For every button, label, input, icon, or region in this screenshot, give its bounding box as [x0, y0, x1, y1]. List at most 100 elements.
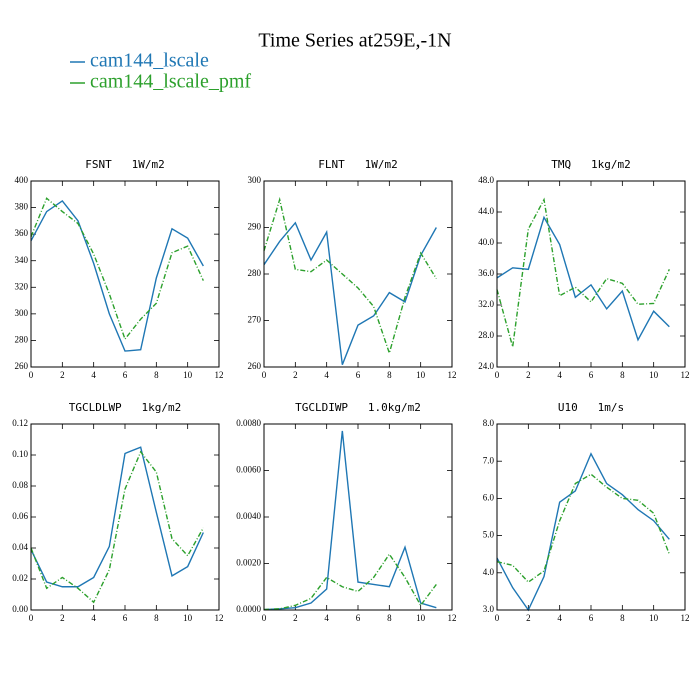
- series-line: [263, 552, 437, 611]
- legend-label: cam144_lscale: [90, 50, 209, 72]
- panel-title: TGCLDLWP 1kg/m2: [69, 401, 182, 414]
- x-tick-label: 6: [356, 370, 361, 380]
- x-tick-label: 8: [387, 370, 392, 380]
- x-tick-label: 10: [649, 370, 659, 380]
- x-tick-label: 12: [215, 613, 224, 623]
- plot-frame: [263, 423, 453, 611]
- x-tick-label: 6: [589, 370, 594, 380]
- y-tick-label: 300: [15, 308, 29, 318]
- x-tick-label: 10: [183, 370, 193, 380]
- y-tick-label: 320: [15, 281, 29, 291]
- series-line: [496, 473, 670, 584]
- series-line: [263, 430, 437, 611]
- y-tick-label: 290: [248, 222, 262, 232]
- x-tick-label: 8: [620, 613, 625, 623]
- x-tick-label: 0: [29, 370, 34, 380]
- x-tick-label: 4: [324, 370, 329, 380]
- y-tick-label: 300: [248, 175, 262, 185]
- y-tick-label: 6.0: [483, 492, 495, 502]
- x-tick-label: 4: [91, 613, 96, 623]
- x-tick-label: 2: [293, 613, 298, 623]
- y-tick-label: 32.0: [478, 299, 494, 309]
- y-tick-label: 4.0: [483, 567, 495, 577]
- y-tick-label: 0.0020: [236, 558, 261, 568]
- x-tick-label: 6: [356, 613, 361, 623]
- x-tick-label: 12: [448, 370, 457, 380]
- y-tick-label: 380: [15, 202, 29, 212]
- x-tick-label: 2: [60, 613, 65, 623]
- x-tick-label: 12: [448, 613, 457, 623]
- plot-frame: [496, 423, 686, 611]
- x-tick-label: 4: [91, 370, 96, 380]
- panel-title: U10 1m/s: [558, 401, 624, 414]
- figure-title: Time Series at259E,-1N: [258, 30, 451, 52]
- y-tick-label: 28.0: [478, 330, 494, 340]
- y-tick-label: 48.0: [478, 175, 494, 185]
- x-tick-label: 8: [154, 370, 159, 380]
- y-tick-label: 40.0: [478, 237, 494, 247]
- x-tick-label: 2: [526, 370, 531, 380]
- x-tick-label: 10: [649, 613, 659, 623]
- x-tick-label: 4: [557, 613, 562, 623]
- y-tick-label: 36.0: [478, 268, 494, 278]
- y-tick-label: 0.12: [12, 418, 28, 428]
- y-tick-label: 0.08: [12, 480, 28, 490]
- series-line: [496, 215, 670, 342]
- y-tick-label: 8.0: [483, 418, 495, 428]
- x-tick-label: 12: [681, 370, 690, 380]
- y-tick-label: 7.0: [483, 455, 495, 465]
- plot-frame: [496, 180, 686, 368]
- y-tick-label: 3.0: [483, 604, 495, 614]
- y-tick-label: 0.00: [12, 604, 28, 614]
- y-tick-label: 24.0: [478, 361, 494, 371]
- plot-frame: [30, 180, 220, 368]
- y-tick-label: 280: [248, 268, 262, 278]
- x-tick-label: 4: [557, 370, 562, 380]
- x-tick-label: 0: [495, 613, 500, 623]
- y-tick-label: 0.02: [12, 573, 28, 583]
- x-tick-label: 6: [123, 370, 128, 380]
- x-tick-label: 8: [387, 613, 392, 623]
- plot-frame: [263, 180, 453, 368]
- legend-label: cam144_lscale_pmf: [90, 71, 251, 93]
- y-tick-label: 260: [15, 361, 29, 371]
- panel-title: FSNT 1W/m2: [85, 158, 164, 171]
- series-line: [263, 221, 437, 365]
- x-tick-label: 10: [183, 613, 193, 623]
- x-tick-label: 8: [620, 370, 625, 380]
- y-tick-label: 270: [248, 315, 262, 325]
- x-tick-label: 6: [589, 613, 594, 623]
- panel-title: FLNT 1W/m2: [318, 158, 397, 171]
- series-line: [496, 452, 670, 612]
- y-tick-label: 0.10: [12, 449, 28, 459]
- y-tick-label: 340: [15, 255, 29, 265]
- series-line: [30, 199, 204, 352]
- x-tick-label: 0: [495, 370, 500, 380]
- y-tick-label: 0.04: [12, 542, 28, 552]
- x-tick-label: 0: [262, 370, 267, 380]
- y-tick-label: 0.0060: [236, 465, 261, 475]
- x-tick-label: 12: [681, 613, 690, 623]
- y-tick-label: 0.06: [12, 511, 28, 521]
- panel-title: TGCLDIWP 1.0kg/m2: [295, 401, 421, 414]
- y-tick-label: 400: [15, 175, 29, 185]
- x-tick-label: 10: [416, 613, 426, 623]
- y-tick-label: 0.0000: [236, 604, 261, 614]
- series-line: [30, 446, 204, 588]
- x-tick-label: 4: [324, 613, 329, 623]
- y-tick-label: 44.0: [478, 206, 494, 216]
- series-line: [263, 196, 437, 356]
- plot-frame: [30, 423, 220, 611]
- series-line: [30, 197, 204, 341]
- y-tick-label: 0.0040: [236, 511, 261, 521]
- x-tick-label: 2: [60, 370, 65, 380]
- y-tick-label: 5.0: [483, 530, 495, 540]
- x-tick-label: 6: [123, 613, 128, 623]
- y-tick-label: 360: [15, 228, 29, 238]
- x-tick-label: 12: [215, 370, 224, 380]
- x-tick-label: 8: [154, 613, 159, 623]
- x-tick-label: 10: [416, 370, 426, 380]
- series-line: [496, 197, 670, 348]
